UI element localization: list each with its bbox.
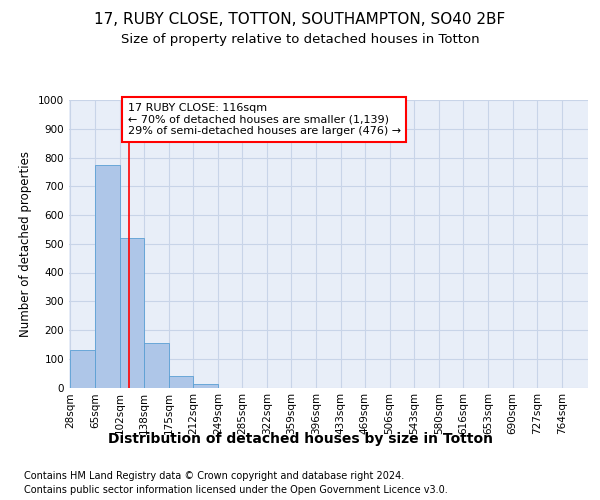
Bar [193, 384, 218, 388]
Text: Contains HM Land Registry data © Crown copyright and database right 2024.: Contains HM Land Registry data © Crown c… [24, 471, 404, 481]
Text: Contains public sector information licensed under the Open Government Licence v3: Contains public sector information licen… [24, 485, 448, 495]
Bar [169, 376, 193, 388]
Bar [120, 238, 145, 388]
Text: Distribution of detached houses by size in Totton: Distribution of detached houses by size … [107, 432, 493, 446]
Y-axis label: Number of detached properties: Number of detached properties [19, 151, 32, 337]
Text: 17, RUBY CLOSE, TOTTON, SOUTHAMPTON, SO40 2BF: 17, RUBY CLOSE, TOTTON, SOUTHAMPTON, SO4… [94, 12, 506, 28]
Text: 17 RUBY CLOSE: 116sqm
← 70% of detached houses are smaller (1,139)
29% of semi-d: 17 RUBY CLOSE: 116sqm ← 70% of detached … [128, 103, 401, 136]
Text: Size of property relative to detached houses in Totton: Size of property relative to detached ho… [121, 32, 479, 46]
Bar [144, 343, 169, 388]
Bar [95, 164, 120, 388]
Bar [70, 350, 95, 388]
